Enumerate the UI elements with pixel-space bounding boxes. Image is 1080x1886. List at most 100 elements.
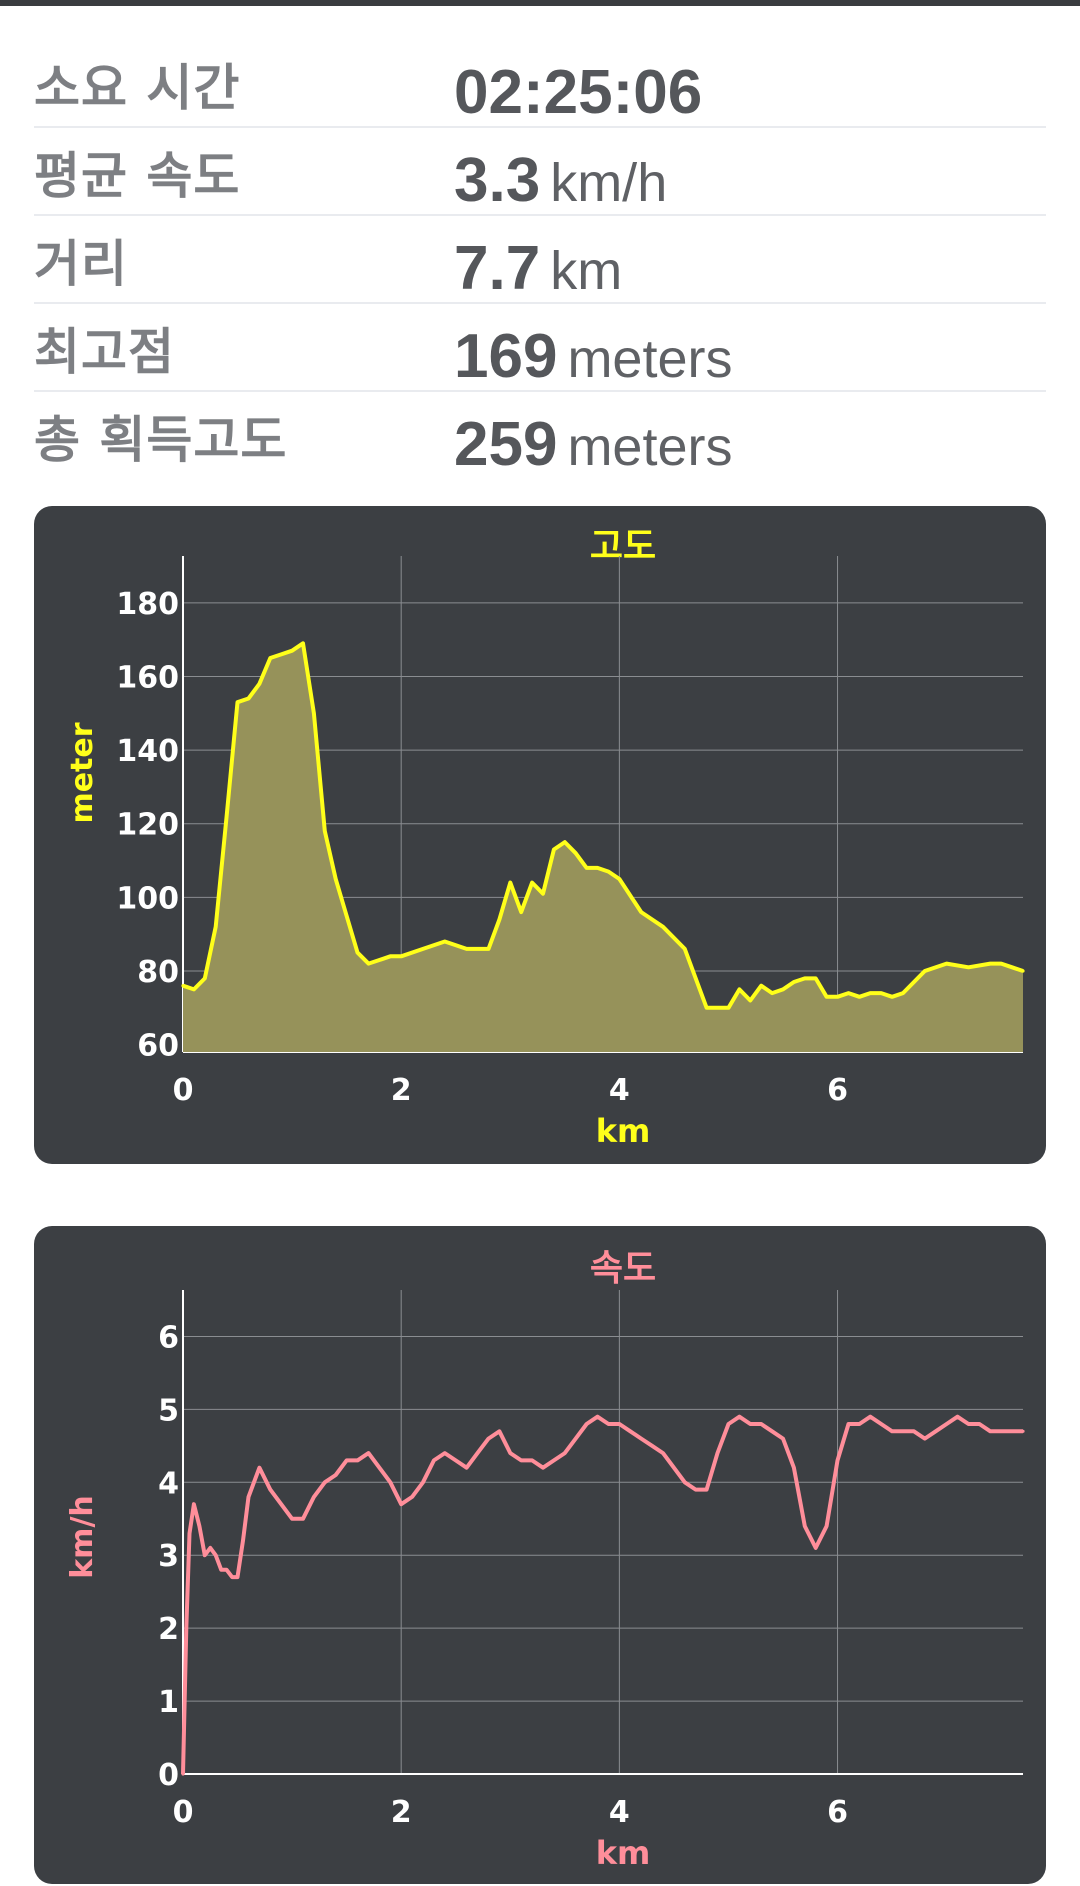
data-point — [312, 1495, 316, 1499]
data-point — [617, 877, 622, 881]
stat-row-avg-speed: 평균 속도 3.3 km/h — [34, 128, 1046, 216]
data-point — [187, 1531, 192, 1535]
y-tick-label: 140 — [116, 734, 179, 769]
data-point — [235, 700, 240, 704]
data-point — [203, 976, 207, 980]
data-point — [781, 1437, 785, 1441]
stat-label: 총 획득고도 — [34, 411, 288, 469]
data-point — [585, 1422, 589, 1426]
x-tick-label: 4 — [609, 1795, 630, 1830]
data-point — [639, 910, 643, 914]
data-point — [301, 1517, 305, 1521]
stat-unit: meters — [567, 417, 733, 477]
data-point — [726, 1422, 731, 1426]
data-point — [552, 1458, 556, 1462]
data-point — [486, 1437, 491, 1441]
data-point — [748, 1422, 752, 1426]
data-point — [945, 962, 949, 966]
data-point — [901, 991, 905, 995]
data-point — [999, 1429, 1003, 1433]
series-area — [183, 643, 1023, 1052]
data-point — [465, 947, 469, 951]
data-point — [230, 1575, 234, 1579]
x-tick-label: 6 — [827, 1795, 848, 1830]
data-point — [770, 1429, 774, 1433]
data-point — [345, 1458, 349, 1462]
data-point — [246, 696, 251, 701]
data-point — [912, 1429, 916, 1433]
data-point — [890, 995, 894, 999]
data-point — [781, 987, 785, 991]
elevation-chart: 고도 60 80 100 120 140 160 180 0 2 4 6 km meter — [65, 526, 1025, 1150]
data-point — [803, 1524, 807, 1528]
data-point — [661, 1451, 665, 1455]
data-point — [377, 958, 381, 962]
data-point — [945, 1422, 949, 1426]
stat-number: 3.3 — [454, 146, 541, 215]
data-point — [497, 1429, 501, 1433]
divider — [34, 126, 1046, 128]
data-point — [792, 980, 796, 984]
data-point — [508, 881, 512, 885]
divider — [34, 390, 1046, 392]
data-point — [726, 1006, 731, 1010]
data-point — [345, 914, 349, 918]
y-axis-label: meter — [65, 722, 100, 823]
data-point — [923, 1437, 927, 1441]
data-point — [214, 925, 218, 929]
data-point — [606, 870, 611, 874]
data-point — [197, 1524, 201, 1528]
data-point — [399, 954, 403, 958]
data-point — [203, 1553, 207, 1557]
data-point — [290, 649, 294, 653]
data-point — [585, 866, 589, 870]
data-point — [966, 965, 971, 969]
y-tick-label: 80 — [137, 955, 179, 990]
data-point — [366, 962, 371, 966]
speed-chart: 속도 0 1 2 3 4 5 6 0 2 4 6 km km/h — [65, 1248, 1025, 1872]
data-point — [421, 947, 425, 951]
data-point — [355, 1458, 360, 1462]
data-point — [421, 1480, 425, 1484]
data-point — [955, 1415, 960, 1419]
divider — [34, 214, 1046, 216]
data-point — [312, 711, 316, 715]
stat-row-duration: 소요 시간 02:25:06 — [34, 40, 1046, 128]
data-point — [879, 991, 883, 995]
data-point — [530, 881, 534, 885]
data-point — [1010, 1429, 1014, 1433]
data-point — [672, 1466, 676, 1470]
data-point — [241, 1539, 245, 1543]
data-point — [541, 892, 545, 896]
data-point — [246, 1495, 251, 1499]
data-point — [377, 1466, 381, 1470]
y-tick-label: 100 — [116, 881, 179, 916]
y-axis-label: km/h — [65, 1495, 100, 1579]
chart-title: 고도 — [590, 526, 656, 567]
data-point — [235, 1575, 240, 1579]
stat-number: 7.7 — [454, 234, 541, 303]
data-point — [803, 976, 807, 980]
data-point — [574, 851, 578, 855]
data-point — [988, 1429, 992, 1433]
data-point — [563, 840, 567, 844]
y-tick-label: 4 — [158, 1466, 179, 1501]
data-point — [268, 656, 272, 660]
data-point — [661, 925, 665, 929]
stat-label: 소요 시간 — [34, 59, 241, 117]
data-point — [301, 641, 305, 645]
data-point — [759, 984, 763, 988]
data-point — [355, 951, 360, 955]
data-point — [192, 1502, 196, 1506]
stat-value: 7.7 km — [454, 233, 622, 304]
y-tick-label: 160 — [116, 660, 179, 695]
data-point — [574, 1437, 578, 1441]
data-point — [715, 1451, 720, 1455]
data-point — [508, 1451, 512, 1455]
data-point — [857, 995, 862, 999]
data-point — [639, 1437, 643, 1441]
data-point — [595, 866, 600, 870]
stat-label: 평균 속도 — [34, 147, 241, 205]
data-point — [519, 910, 523, 914]
data-point — [475, 1451, 480, 1455]
